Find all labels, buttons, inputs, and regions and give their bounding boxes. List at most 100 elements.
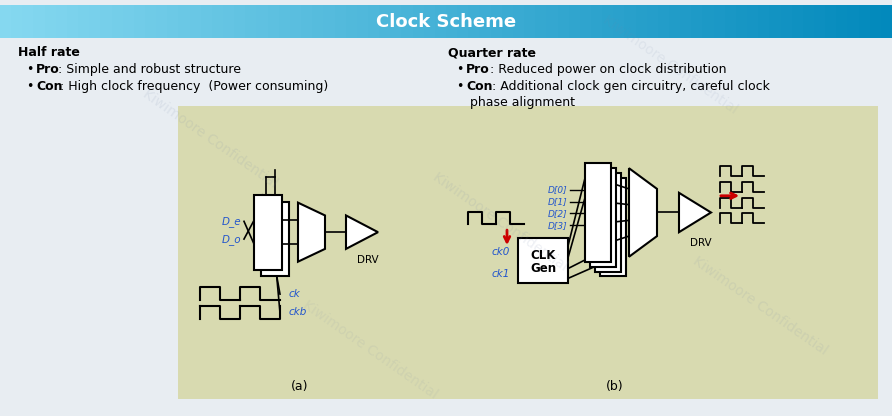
Bar: [324, 5, 335, 38]
Bar: [89, 5, 102, 38]
Bar: [178, 5, 191, 38]
Text: ckb: ckb: [289, 307, 308, 317]
Text: phase alignment: phase alignment: [470, 97, 575, 109]
Bar: [261, 202, 289, 277]
Bar: [491, 5, 503, 38]
Text: : Reduced power on clock distribution: : Reduced power on clock distribution: [490, 63, 726, 76]
Bar: [680, 5, 692, 38]
Text: DRV: DRV: [690, 238, 712, 248]
Text: (b): (b): [607, 379, 624, 393]
Text: Kiwimoore Confidential: Kiwimoore Confidential: [690, 254, 830, 358]
Bar: [558, 5, 570, 38]
Bar: [758, 5, 771, 38]
Bar: [501, 5, 514, 38]
Text: Kiwimoore Confidential: Kiwimoore Confidential: [140, 87, 280, 191]
Polygon shape: [346, 215, 378, 249]
Bar: [513, 5, 525, 38]
Bar: [658, 5, 670, 38]
Bar: [254, 195, 282, 270]
Text: : Simple and robust structure: : Simple and robust structure: [58, 63, 241, 76]
Bar: [691, 5, 704, 38]
Bar: [847, 5, 860, 38]
Text: Con: Con: [36, 80, 62, 93]
Text: Kiwimoore Confidential: Kiwimoore Confidential: [300, 298, 440, 402]
Bar: [424, 5, 436, 38]
Bar: [201, 5, 213, 38]
Bar: [268, 5, 280, 38]
Text: D[0]: D[0]: [548, 186, 567, 194]
Bar: [546, 5, 558, 38]
Bar: [223, 5, 235, 38]
Bar: [524, 5, 536, 38]
Bar: [858, 5, 871, 38]
Text: D[1]: D[1]: [548, 197, 567, 206]
Bar: [614, 5, 625, 38]
Bar: [168, 5, 179, 38]
Text: Pro: Pro: [466, 63, 490, 76]
Bar: [724, 5, 737, 38]
Text: Kiwimoore Confidential: Kiwimoore Confidential: [430, 171, 570, 274]
Bar: [769, 5, 781, 38]
Bar: [278, 5, 291, 38]
Text: DRV: DRV: [357, 255, 379, 265]
Bar: [747, 5, 759, 38]
Bar: [602, 5, 615, 38]
Bar: [178, 106, 878, 399]
Bar: [635, 5, 648, 38]
Text: D[2]: D[2]: [548, 209, 567, 218]
Text: •: •: [26, 63, 33, 76]
Bar: [67, 5, 79, 38]
Bar: [334, 5, 347, 38]
Bar: [234, 5, 246, 38]
Text: Kiwimoore Confidential: Kiwimoore Confidential: [600, 13, 739, 117]
Polygon shape: [298, 203, 325, 262]
Bar: [518, 238, 568, 283]
Bar: [624, 5, 637, 38]
Text: •: •: [26, 80, 33, 93]
Bar: [595, 173, 621, 272]
Bar: [11, 5, 23, 38]
Bar: [55, 5, 68, 38]
Bar: [468, 5, 481, 38]
Bar: [357, 5, 369, 38]
Text: ck0: ck0: [492, 247, 510, 257]
Text: : Additional clock gen circuitry, careful clock: : Additional clock gen circuitry, carefu…: [492, 80, 770, 93]
Polygon shape: [629, 168, 657, 257]
Bar: [457, 5, 469, 38]
Bar: [301, 5, 313, 38]
Bar: [34, 5, 45, 38]
Text: Quarter rate: Quarter rate: [448, 46, 536, 59]
Bar: [736, 5, 748, 38]
Bar: [145, 5, 157, 38]
Bar: [45, 5, 57, 38]
Bar: [412, 5, 425, 38]
Bar: [580, 5, 592, 38]
Bar: [0, 5, 12, 38]
Polygon shape: [679, 193, 711, 232]
Text: CLK: CLK: [531, 249, 556, 262]
Bar: [212, 5, 224, 38]
Bar: [190, 5, 202, 38]
Bar: [446, 5, 458, 38]
Text: D_e: D_e: [222, 216, 242, 227]
Bar: [669, 5, 681, 38]
Bar: [134, 5, 146, 38]
Text: ck1: ck1: [492, 270, 510, 280]
Bar: [881, 5, 892, 38]
Bar: [123, 5, 135, 38]
Bar: [245, 5, 258, 38]
Bar: [257, 5, 268, 38]
Bar: [100, 5, 112, 38]
Text: Half rate: Half rate: [18, 46, 80, 59]
Text: Pro: Pro: [36, 63, 60, 76]
Bar: [870, 5, 882, 38]
Bar: [792, 5, 804, 38]
Bar: [22, 5, 35, 38]
Bar: [391, 5, 402, 38]
Bar: [401, 5, 414, 38]
Bar: [480, 5, 491, 38]
Text: D_o: D_o: [222, 234, 242, 245]
Bar: [714, 5, 726, 38]
Bar: [591, 5, 603, 38]
Bar: [703, 5, 714, 38]
